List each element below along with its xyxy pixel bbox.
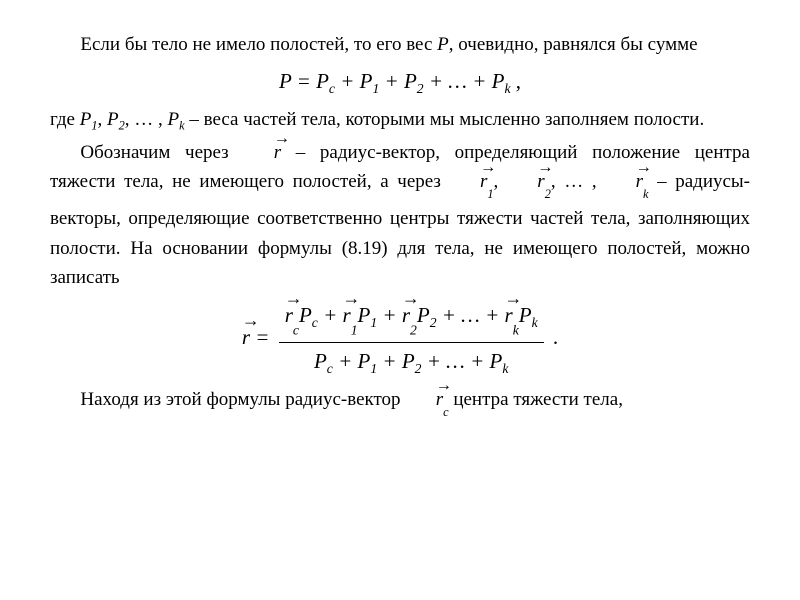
vec-r2: r xyxy=(507,167,545,196)
p1-text-a: Если бы тело не имело полостей, то его в… xyxy=(80,34,437,55)
paragraph-1: Если бы тело не имело полостей, то его в… xyxy=(50,30,750,59)
p1-text-b: , очевидно, равнялся бы сумме xyxy=(449,34,698,55)
num-r2: r xyxy=(402,299,410,332)
vec-rc-inline: r xyxy=(405,385,443,414)
p2-P2: P xyxy=(107,109,119,130)
num-r2-sub: 2 xyxy=(410,322,417,337)
num-rc: r xyxy=(285,299,293,332)
den-Pc-sub: c xyxy=(327,361,333,376)
eq2-numerator: rcPc + r1P1 + r2P2 + … + rkPk xyxy=(279,299,544,343)
den-Pc: P xyxy=(314,349,327,373)
num-r1: r xyxy=(343,299,351,332)
page-body: Если бы тело не имело полостей, то его в… xyxy=(0,0,800,454)
p3-dots: , … , xyxy=(551,171,605,192)
eq1-dots: + … + P xyxy=(424,69,505,93)
vec-r1: r xyxy=(450,167,488,196)
vec-r-inline: r xyxy=(243,138,281,167)
num-P2-sub: 2 xyxy=(430,315,437,330)
den-Pk: P xyxy=(490,349,503,373)
equation-2: r = rcPc + r1P1 + r2P2 + … + rkPk Pc + P… xyxy=(50,299,750,379)
p2-Pk: P xyxy=(168,109,180,130)
p2-P1: P xyxy=(80,109,92,130)
num-P1-sub: 1 xyxy=(370,315,377,330)
eq1-p2a: + P xyxy=(379,69,417,93)
p2-sep1: , xyxy=(97,109,107,130)
den-Pk-sub: k xyxy=(502,361,508,376)
eq2-fraction: rcPc + r1P1 + r2P2 + … + rkPk Pc + P1 + … xyxy=(279,299,544,379)
den-P1-sub: 1 xyxy=(370,361,377,376)
vec-rk: r xyxy=(605,167,643,196)
num-Pc-sub: c xyxy=(312,315,318,330)
sym-P-inline: P xyxy=(437,34,449,55)
p3-text-a: Обозначим через xyxy=(80,142,243,163)
paragraph-2: где P1, P2, … , Pk – веса частей тела, к… xyxy=(50,105,750,135)
paragraph-4: Находя из этой формулы радиус-вектор rc … xyxy=(50,385,750,422)
num-r1-sub: 1 xyxy=(351,322,358,337)
p4-text-b: центра тяжести тела, xyxy=(449,389,623,410)
p2-dots: , … , xyxy=(125,109,168,130)
equation-1: P = Pc + P1 + P2 + … + Pk , xyxy=(50,65,750,99)
den-P2: P xyxy=(402,349,415,373)
den-P1: P xyxy=(358,349,371,373)
p4-text-a: Находя из этой формулы радиус-вектор xyxy=(80,389,405,410)
eq1-pre: P = P xyxy=(279,69,329,93)
eq1-sub-2: 2 xyxy=(417,81,424,96)
eq1-p1a: + P xyxy=(335,69,373,93)
eq2-lhs-r: r xyxy=(242,321,250,354)
eq2-dot: . xyxy=(548,325,559,349)
p2-text-a: где xyxy=(50,109,80,130)
paragraph-3: Обозначим через r – радиус-вектор, опред… xyxy=(50,138,750,293)
eq1-comma: , xyxy=(511,69,522,93)
num-rk: r xyxy=(505,299,513,332)
num-Pk-sub: k xyxy=(532,315,538,330)
